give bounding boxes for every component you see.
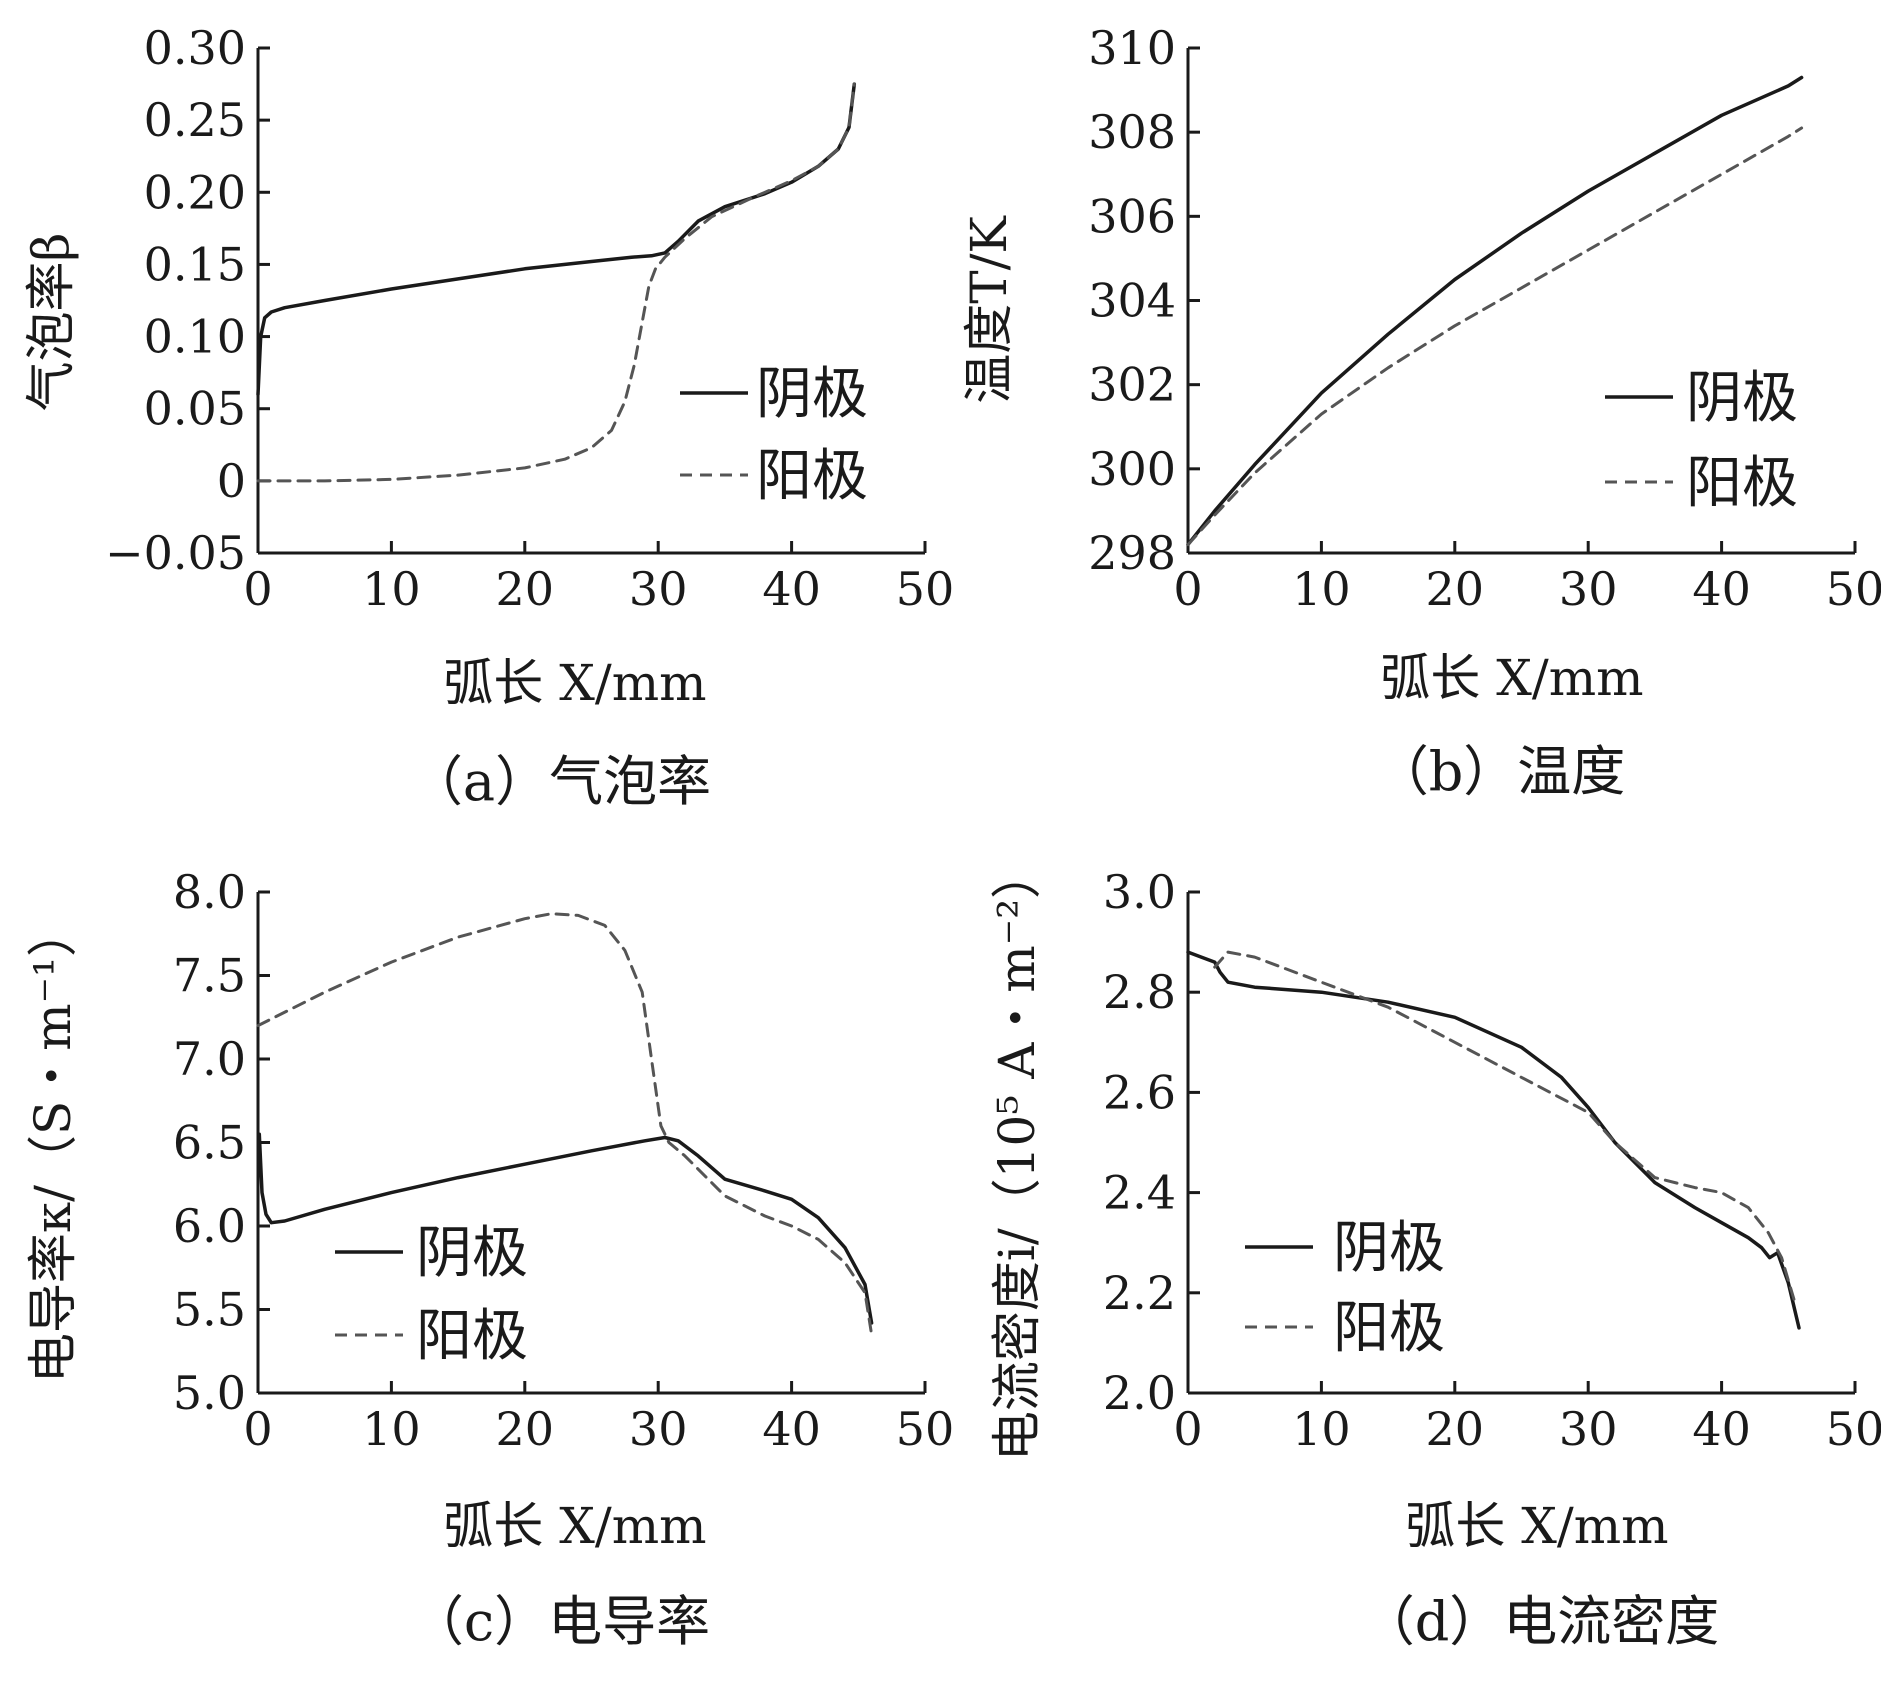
- x-tick-label-b: 0: [1173, 562, 1202, 616]
- x-tick-label-d: 20: [1426, 1402, 1485, 1456]
- x-tick-label-a: 30: [629, 562, 688, 616]
- y-tick-label-b: 304: [1088, 274, 1176, 328]
- y-tick-label-d: 2.0: [1103, 1366, 1176, 1420]
- y-tick-label-b: 310: [1088, 21, 1176, 75]
- panel-bubble-rate: 0 10 20 30 40 50−0.0500.050.100.150.200.250.3…: [22, 21, 954, 813]
- x-tick-label-d: 50: [1826, 1402, 1881, 1456]
- x-tick-label-c: 30: [629, 1402, 688, 1456]
- legend-c: 阴极 阳极: [335, 1221, 528, 1369]
- y-axis-label-d: 电流密度i/（10⁵ A・m⁻²）: [988, 849, 1046, 1461]
- x-tick-label-b: 10: [1292, 562, 1351, 616]
- x-axis-label-d: 弧长 X/mm: [1405, 1497, 1668, 1555]
- series-line-b-cathode: [1186, 75, 1804, 547]
- y-tick-label-a: 0: [217, 454, 246, 508]
- x-tick-label-d: 30: [1559, 1402, 1618, 1456]
- series-line-a-anode: [256, 82, 856, 483]
- x-axis-label-a: 弧长 X/mm: [443, 654, 706, 712]
- y-tick-label-d: 3.0: [1103, 865, 1176, 919]
- x-tick-label-a: 20: [496, 562, 555, 616]
- panel-temperature: 0 10 20 30 40 50 298 300 302 304 306 308 310 温度T/K 弧…: [960, 21, 1881, 803]
- series-line-d-anode: [1213, 950, 1797, 1305]
- x-tick-label-a: 40: [762, 562, 821, 616]
- y-tick-label-a: 0.10: [144, 310, 246, 364]
- x-tick-label-b: 40: [1692, 562, 1751, 616]
- series-line-c-anode: [256, 912, 874, 1336]
- y-tick-label-d: 2.6: [1103, 1065, 1176, 1119]
- legend-label-b-cathode: 阴极: [1686, 366, 1798, 431]
- legend-d: 阴极 阳极: [1245, 1216, 1445, 1361]
- x-tick-label-c: 10: [362, 1402, 421, 1456]
- y-tick-label-a: −0.05: [105, 526, 246, 580]
- y-tick-label-b: 306: [1088, 189, 1176, 243]
- panel-conductivity: 0 10 20 30 40 50 5.0 5.5 6.0 6.5 7.0 7.5 8.0 电导率κ/（S…: [24, 865, 954, 1653]
- y-axis-label-b: 温度T/K: [960, 215, 1018, 404]
- x-tick-label-d: 0: [1173, 1402, 1202, 1456]
- plot-area-b: 0 10 20 30 40 50 298 300 302 304 306 308 310: [1088, 21, 1881, 616]
- y-tick-label-a: 0.30: [144, 21, 246, 75]
- y-tick-label-b: 298: [1088, 526, 1176, 580]
- x-tick-label-a: 10: [362, 562, 421, 616]
- legend-label-c-anode: 阳极: [416, 1304, 528, 1369]
- y-tick-label-a: 0.05: [144, 382, 246, 436]
- plot-area-c: 0 10 20 30 40 50 5.0 5.5 6.0 6.5 7.0 7.5 8.0: [173, 865, 954, 1456]
- x-axis-label-c: 弧长 X/mm: [443, 1497, 706, 1555]
- x-axis-label-b: 弧长 X/mm: [1380, 649, 1643, 707]
- caption-d: （d）电流密度: [1361, 1590, 1720, 1653]
- x-tick-label-c: 0: [243, 1402, 272, 1456]
- caption-a: （a）气泡率: [409, 750, 711, 813]
- series-line-d-cathode: [1186, 950, 1801, 1330]
- y-tick-label-a: 0.15: [144, 237, 246, 291]
- x-tick-label-b: 30: [1559, 562, 1618, 616]
- y-tick-label-d: 2.4: [1103, 1166, 1176, 1220]
- y-tick-label-b: 308: [1088, 105, 1176, 159]
- y-tick-label-b: 300: [1088, 442, 1176, 496]
- y-tick-label-c: 5.5: [173, 1283, 246, 1337]
- legend-label-c-cathode: 阴极: [416, 1221, 528, 1286]
- y-tick-label-c: 7.5: [173, 949, 246, 1003]
- y-axis-label-c: 电导率κ/（S・m⁻¹）: [24, 907, 82, 1383]
- x-tick-label-c: 50: [896, 1402, 955, 1456]
- y-tick-label-c: 8.0: [173, 865, 246, 919]
- x-tick-label-b: 20: [1426, 562, 1485, 616]
- x-tick-label-a: 0: [243, 562, 272, 616]
- y-tick-label-d: 2.8: [1103, 965, 1176, 1019]
- legend-a: 阴极 阳极: [680, 362, 868, 509]
- caption-c: （c）电导率: [410, 1590, 710, 1653]
- x-tick-label-d: 40: [1692, 1402, 1751, 1456]
- caption-b: （b）温度: [1375, 740, 1626, 803]
- y-axis-label-a: 气泡率β: [22, 233, 80, 412]
- y-tick-label-c: 7.0: [173, 1032, 246, 1086]
- legend-label-a-anode: 阳极: [756, 444, 868, 509]
- y-tick-label-a: 0.25: [144, 93, 246, 147]
- series-line-a-cathode: [256, 82, 857, 397]
- x-tick-label-c: 40: [762, 1402, 821, 1456]
- legend-label-a-cathode: 阴极: [756, 362, 868, 427]
- series-line-c-cathode: [257, 1132, 874, 1325]
- plot-area-d: 0 10 20 30 40 50 2.0 2.2 2.4 2.6 2.8 3.0: [1103, 865, 1881, 1456]
- y-tick-label-c: 5.0: [173, 1366, 246, 1420]
- y-tick-label-c: 6.0: [173, 1199, 246, 1253]
- panel-current-density: 0 10 20 30 40 50 2.0 2.2 2.4 2.6 2.8 3.0 电流密度i/（10⁵…: [988, 849, 1881, 1653]
- legend-label-b-anode: 阳极: [1686, 451, 1798, 516]
- legend-label-d-anode: 阳极: [1333, 1296, 1445, 1361]
- legend-label-d-cathode: 阴极: [1333, 1216, 1445, 1281]
- y-tick-label-d: 2.2: [1103, 1266, 1176, 1320]
- x-tick-label-a: 50: [896, 562, 955, 616]
- x-tick-label-b: 50: [1826, 562, 1881, 616]
- plot-area-a: 0 10 20 30 40 50−0.0500.050.100.150.200.250.3…: [105, 21, 954, 616]
- x-tick-label-d: 10: [1292, 1402, 1351, 1456]
- y-tick-label-a: 0.20: [144, 165, 246, 219]
- x-tick-label-c: 20: [496, 1402, 555, 1456]
- series-line-b-anode: [1186, 126, 1804, 547]
- legend-b: 阴极 阳极: [1605, 366, 1798, 516]
- y-tick-label-b: 302: [1088, 358, 1176, 412]
- y-tick-label-c: 6.5: [173, 1116, 246, 1170]
